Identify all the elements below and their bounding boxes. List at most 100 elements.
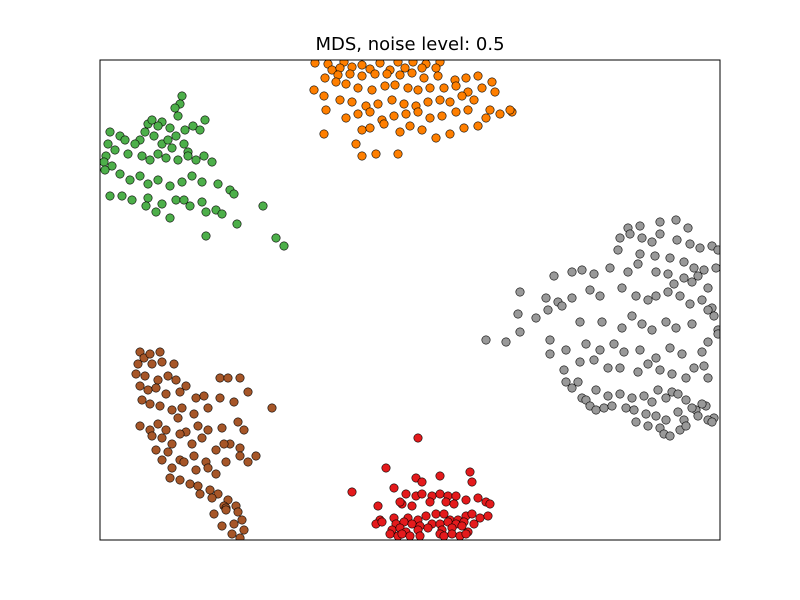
data-point [609, 339, 619, 349]
data-point [679, 257, 689, 267]
data-point [153, 375, 163, 385]
data-point [461, 495, 471, 505]
data-point [667, 369, 677, 379]
data-point [559, 365, 569, 375]
data-point [175, 475, 185, 485]
data-point [413, 85, 423, 95]
data-point [155, 347, 165, 357]
data-point [223, 373, 233, 383]
data-point [672, 235, 682, 245]
data-point [357, 60, 367, 70]
data-point [387, 95, 397, 105]
data-point [145, 349, 155, 359]
data-point [467, 509, 477, 519]
data-point [481, 335, 491, 345]
data-point [163, 135, 173, 145]
data-point [483, 511, 493, 521]
data-point [513, 309, 523, 319]
data-point [417, 63, 427, 73]
data-point [167, 405, 177, 415]
data-point [439, 531, 449, 540]
data-point [395, 497, 405, 507]
data-point [232, 219, 242, 229]
data-point [153, 175, 163, 185]
data-point [633, 367, 643, 377]
data-point [195, 125, 205, 135]
data-point [603, 391, 613, 401]
data-point [153, 149, 163, 159]
data-point [175, 429, 185, 439]
data-point [693, 411, 703, 421]
data-point [147, 431, 157, 441]
data-point [495, 109, 505, 119]
data-point [437, 111, 447, 121]
data-point [655, 365, 665, 375]
data-point [713, 245, 720, 255]
data-point [623, 267, 633, 277]
data-point [229, 397, 239, 407]
data-point [171, 131, 181, 141]
data-point [501, 337, 511, 347]
data-point [567, 267, 577, 277]
data-point [110, 145, 120, 155]
data-point [179, 195, 189, 205]
data-point [389, 483, 399, 493]
data-point [279, 241, 289, 251]
data-point [663, 269, 673, 279]
data-point [258, 201, 268, 211]
data-point [100, 157, 109, 167]
data-point [673, 407, 683, 417]
data-point [170, 103, 180, 113]
data-point [180, 125, 190, 135]
data-point [431, 509, 441, 519]
data-point [695, 243, 705, 253]
data-point [627, 311, 637, 321]
data-point [607, 401, 617, 411]
data-point [463, 105, 473, 115]
data-point [413, 433, 423, 443]
data-point [205, 485, 215, 495]
data-point [567, 383, 577, 393]
data-point [187, 171, 197, 181]
data-point [487, 77, 497, 87]
data-point [643, 359, 653, 369]
data-point [157, 455, 167, 465]
data-point [545, 335, 555, 345]
data-point [375, 60, 385, 68]
data-point [229, 189, 239, 199]
data-point [197, 433, 207, 443]
data-point [661, 393, 671, 403]
data-point [408, 60, 418, 67]
data-point [485, 499, 495, 509]
data-point [171, 195, 181, 205]
data-point [561, 345, 571, 355]
data-point [161, 153, 171, 163]
data-point [193, 421, 203, 431]
data-point [461, 73, 471, 83]
data-point [183, 151, 193, 161]
data-point [423, 523, 433, 533]
data-point [421, 511, 431, 521]
data-point [651, 291, 661, 301]
data-point [395, 127, 405, 137]
data-point [465, 467, 475, 477]
data-point [693, 271, 703, 281]
data-point [179, 139, 189, 149]
data-point [209, 509, 219, 519]
data-point [651, 411, 661, 421]
data-point [655, 217, 665, 227]
data-point [185, 201, 195, 211]
data-point [457, 521, 467, 531]
data-point [617, 283, 627, 293]
data-point [665, 253, 675, 263]
data-point [459, 123, 469, 133]
data-point [671, 323, 681, 333]
data-point [105, 127, 115, 137]
data-point [485, 105, 495, 115]
data-point [637, 319, 647, 329]
data-point [135, 381, 145, 391]
data-point [541, 293, 551, 303]
data-point [251, 451, 261, 461]
data-point [137, 151, 147, 161]
data-point [235, 443, 245, 453]
